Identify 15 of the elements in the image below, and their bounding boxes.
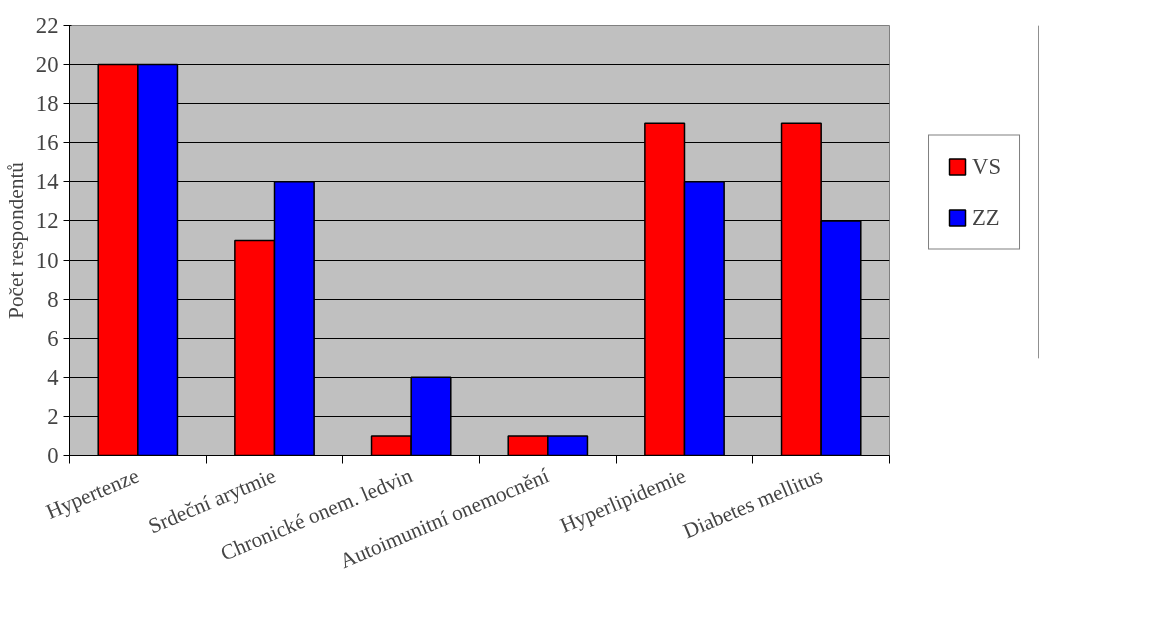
y-tick-label: 0 [47,443,59,468]
y-tick-label: 16 [35,130,59,156]
legend-label: ZZ [972,204,1000,230]
y-tick-label: 2 [47,403,59,429]
y-tick-label: 14 [35,169,59,195]
y-tick-label: 6 [47,325,59,351]
y-tick-label: 8 [47,286,59,312]
y-tick-label: 18 [35,91,59,117]
y-tick-label: 4 [47,364,59,390]
y-tick-label: 22 [35,13,59,38]
y-tick-label: 12 [35,208,59,234]
y-tick-label: 20 [35,52,59,78]
y-axis-title: Počet respondentů [3,161,28,319]
y-tick-label: 10 [35,247,59,273]
legend-label: VS [972,153,1001,179]
